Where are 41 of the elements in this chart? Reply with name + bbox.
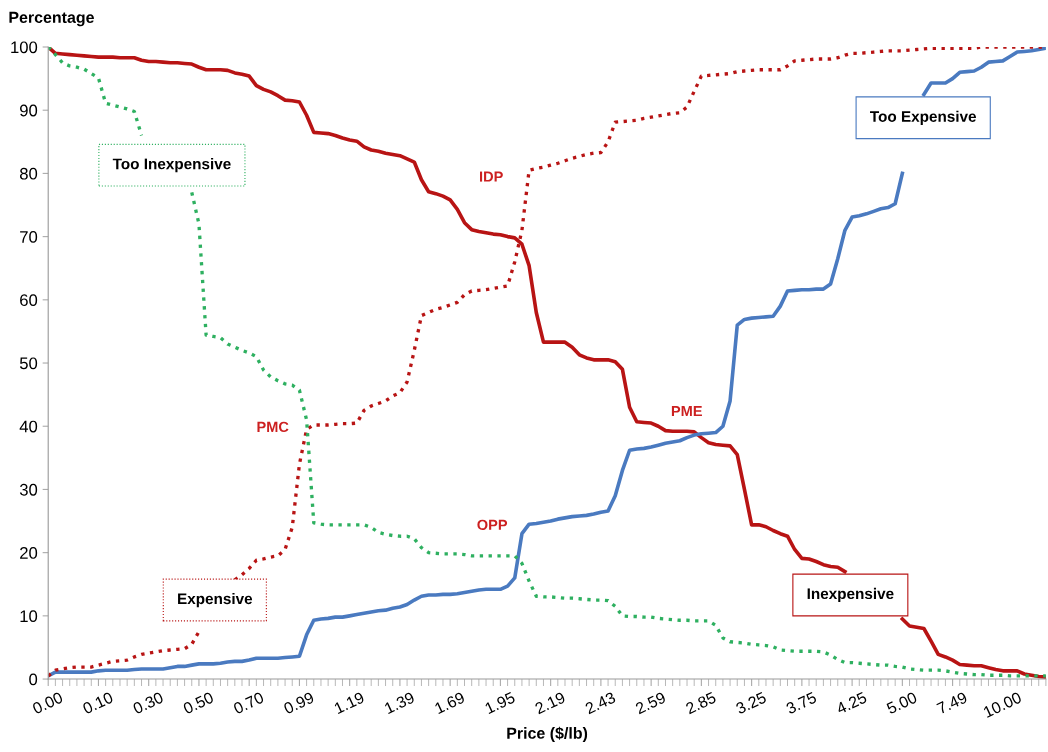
- y-tick-label: 60: [20, 294, 38, 307]
- y-tick-label: 50: [19, 357, 38, 370]
- series-label: Too Expensive: [870, 110, 977, 125]
- x-tick-label: 0.10: [81, 691, 114, 715]
- x-tick-label: 0.50: [182, 691, 215, 715]
- x-tick-label: 1.69: [434, 691, 466, 715]
- x-tick-label: 7.49: [936, 691, 968, 715]
- series-label: Inexpensive: [807, 587, 894, 603]
- y-tick-label: 70: [20, 231, 38, 243]
- x-tick-label: 3.25: [735, 691, 767, 715]
- y-tick-label: 80: [19, 167, 38, 180]
- x-tick-label: 2.19: [534, 691, 566, 715]
- y-tick-label: 100: [11, 41, 38, 54]
- x-tick-label: 1.19: [333, 691, 365, 715]
- y-tick-label: 90: [20, 104, 38, 117]
- x-tick-label: 0.30: [132, 691, 165, 715]
- text: Too Inexpensive: [112, 158, 231, 173]
- y-tick-label: 40: [19, 420, 38, 433]
- x-tick-label: 2.85: [685, 691, 717, 715]
- x-tick-label: 0.99: [282, 691, 315, 715]
- y-tick-label: 20: [20, 547, 38, 559]
- y-axis-title: Percentage: [9, 11, 94, 27]
- x-tick-label: 10.00: [982, 691, 1023, 718]
- x-axis-title: Price ($/lb): [507, 726, 588, 742]
- x-tick-label: 1.95: [484, 691, 516, 715]
- x-tick-label: 0.70: [232, 691, 265, 715]
- annotation: IDP: [480, 171, 503, 182]
- annotation: OPP: [477, 519, 508, 531]
- y-tick-label: 30: [19, 483, 38, 496]
- x-tick-label: 0.00: [31, 691, 64, 715]
- x-tick-label: 2.59: [634, 691, 667, 715]
- x-tick-label: 3.75: [785, 691, 818, 715]
- annotation: PME: [671, 406, 702, 417]
- annotation: PMC: [257, 421, 289, 433]
- y-tick-label: 0: [29, 673, 38, 686]
- y-tick-label: 10: [20, 610, 38, 623]
- x-tick-label: 4.25: [835, 691, 868, 715]
- x-tick-label: 2.43: [584, 691, 617, 715]
- series-label: Expensive: [178, 592, 253, 608]
- x-tick-label: 1.39: [383, 691, 416, 715]
- x-tick-label: 5.00: [885, 691, 918, 715]
